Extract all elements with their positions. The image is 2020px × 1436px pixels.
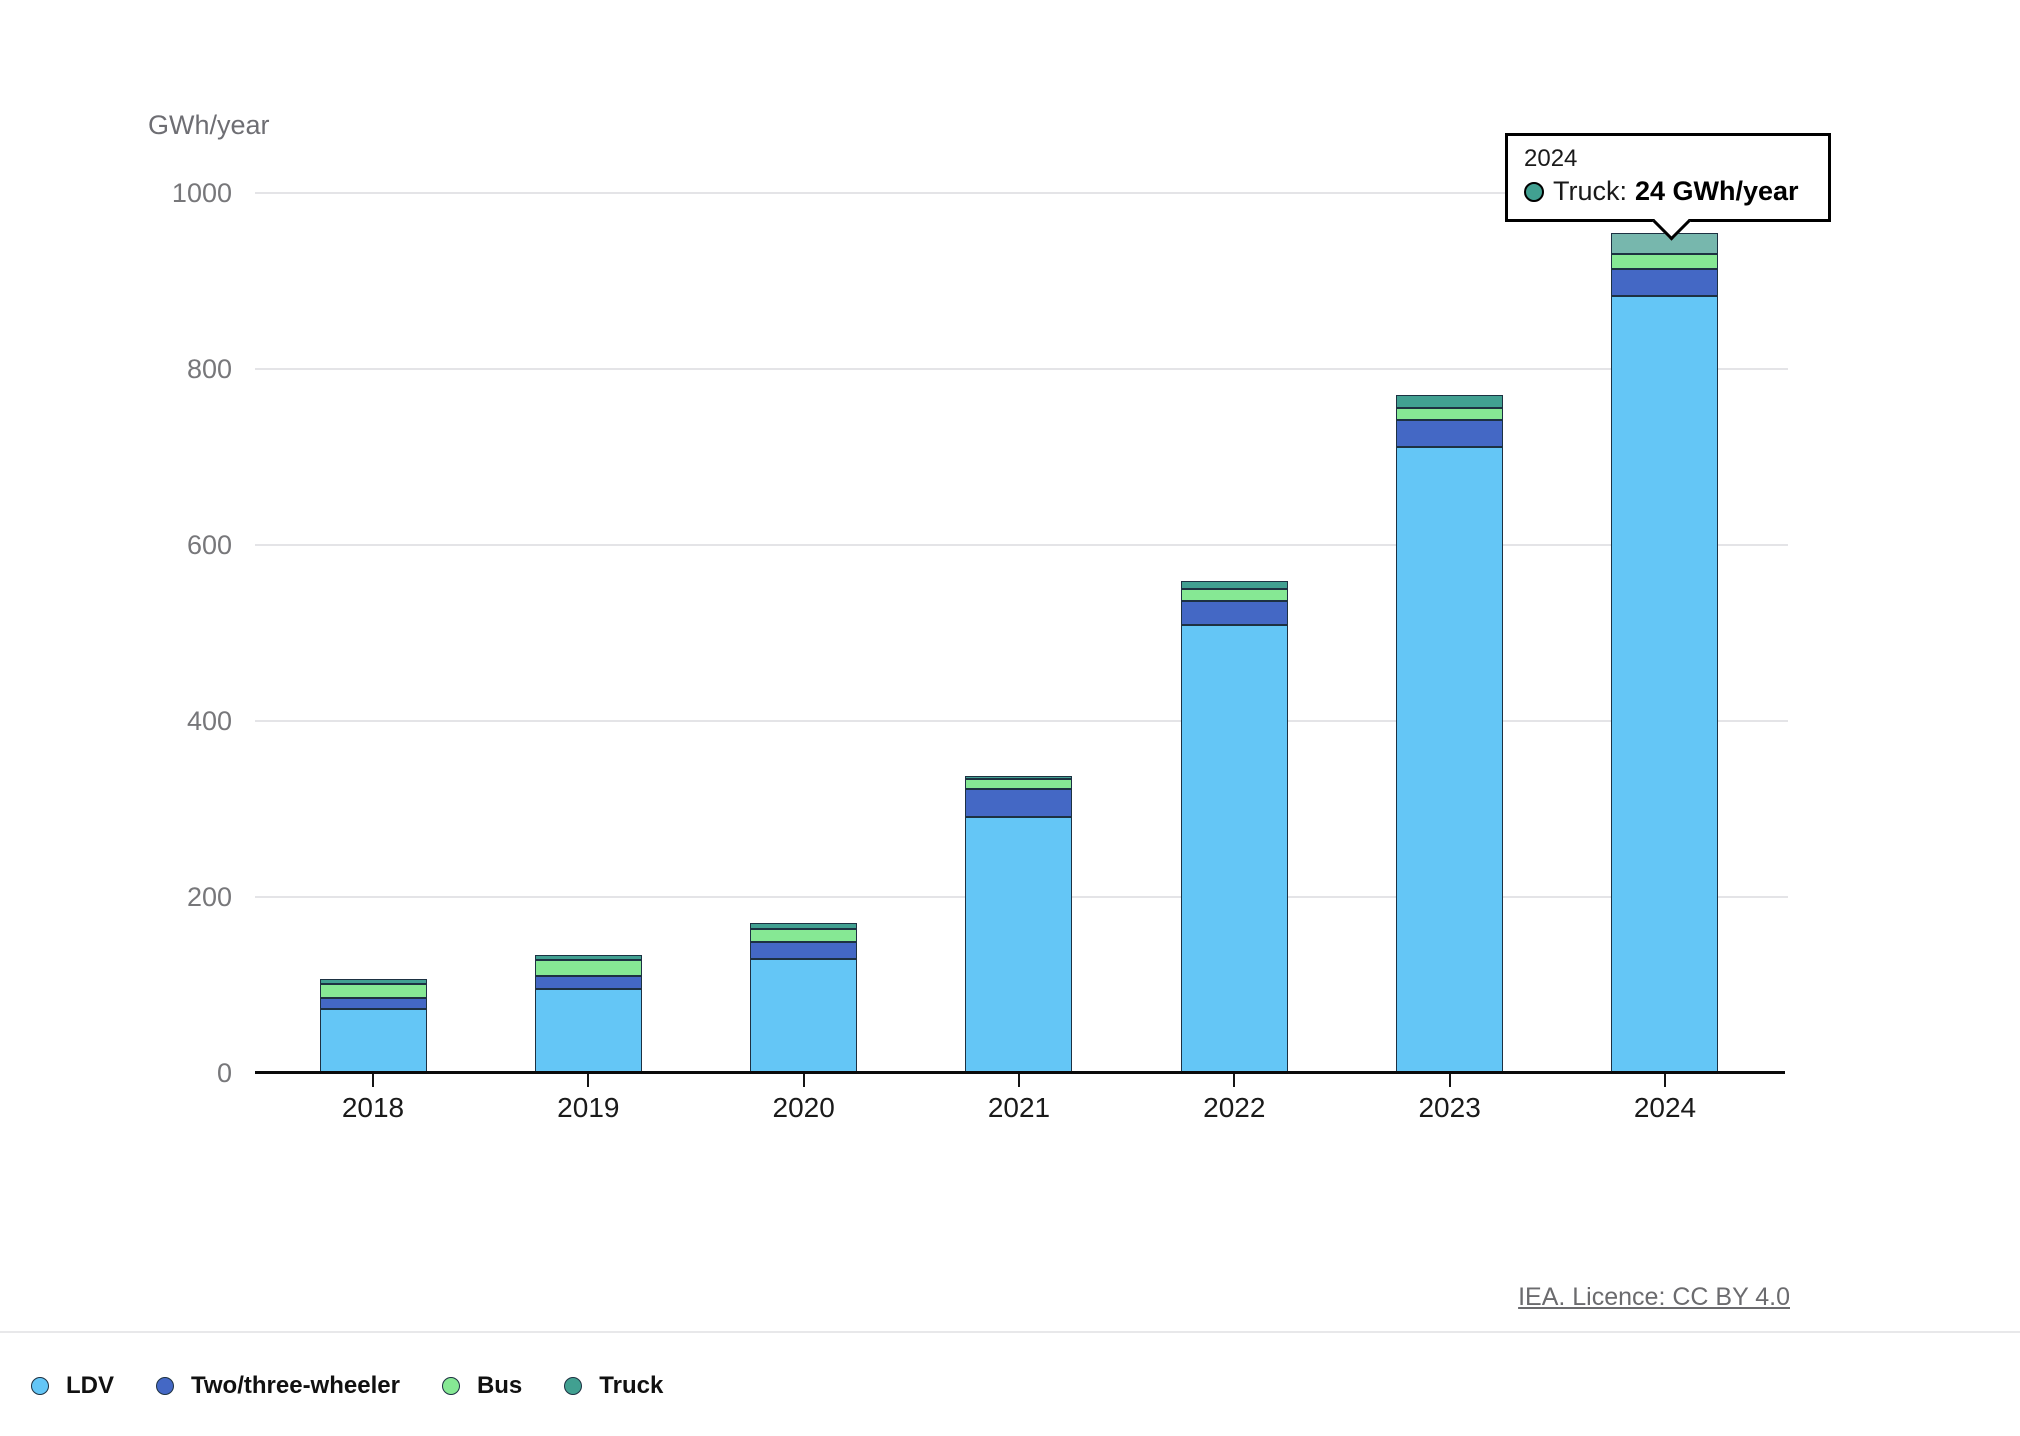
bar-2024-bus[interactable] [1611, 253, 1718, 269]
legend-label: Truck [599, 1372, 664, 1399]
x-tick-2021 [1017, 1073, 1020, 1087]
bar-2022-ldv[interactable] [1181, 625, 1288, 1073]
bar-2020-truck[interactable] [750, 923, 857, 929]
bar-2023-truck[interactable] [1396, 395, 1503, 408]
y-tick-label-0: 0 [216, 1058, 232, 1088]
bar-2021-ldv[interactable] [965, 816, 1072, 1073]
x-label-2018: 2018 [341, 1092, 405, 1123]
legend-item-bus[interactable]: Bus [441, 1372, 523, 1400]
bar-2023-ldv[interactable] [1396, 447, 1503, 1073]
bar-2023-bus[interactable] [1396, 407, 1503, 420]
bar-2022-two-three-wheeler[interactable] [1181, 601, 1288, 626]
bar-2018-truck[interactable] [320, 978, 427, 985]
bar-2024-two-three-wheeler[interactable] [1611, 268, 1718, 296]
y-tick-label-600: 600 [186, 530, 232, 560]
gridline-1000 [255, 192, 1788, 194]
bar-2024-ldv[interactable] [1611, 296, 1718, 1073]
tooltip: 2024 Truck: 24 GWh/year [1505, 133, 1831, 241]
bar-2020-two-three-wheeler[interactable] [750, 941, 857, 959]
x-label-2024: 2024 [1633, 1092, 1697, 1123]
ldv-legend-marker-icon [31, 1377, 49, 1395]
bar-2021-truck[interactable] [965, 775, 1072, 780]
bar-2019-bus[interactable] [535, 960, 642, 977]
y-tick-label-800: 800 [186, 354, 232, 384]
x-label-2020: 2020 [772, 1092, 835, 1123]
bar-2021-bus[interactable] [965, 779, 1072, 789]
y-tick-label-400: 400 [186, 706, 232, 736]
tooltip-value: 24 GWh/year [1635, 176, 1799, 206]
bar-2024-truck[interactable] [1611, 232, 1718, 254]
x-label-2023: 2023 [1418, 1092, 1481, 1123]
x-tick-2024 [1663, 1073, 1666, 1087]
bar-2020-bus[interactable] [750, 928, 857, 942]
legend-item-truck[interactable]: Truck [564, 1372, 663, 1400]
tooltip-series-label: Truck: [1553, 176, 1627, 206]
bar-2019-truck[interactable] [535, 955, 642, 961]
x-label-2019: 2019 [557, 1092, 620, 1123]
legend-label: LDV [66, 1372, 114, 1399]
x-tick-2023 [1448, 1073, 1451, 1087]
gridline-800 [255, 368, 1788, 370]
truck-legend-marker-icon [564, 1377, 583, 1395]
bar-2023-two-three-wheeler[interactable] [1396, 420, 1503, 448]
truck-series-marker-icon [1524, 181, 1544, 202]
licence-link[interactable]: IEA. Licence: CC BY 4.0 [1518, 1283, 1790, 1311]
y-axis-unit-label: GWh/year [148, 110, 270, 140]
bar-2018-bus[interactable] [320, 984, 427, 999]
x-tick-2019 [587, 1073, 590, 1087]
bar-2020-ldv[interactable] [750, 958, 857, 1073]
bar-2018-two-three-wheeler[interactable] [320, 998, 427, 1009]
gridline-600 [255, 544, 1788, 546]
x-axis-line [255, 1071, 1785, 1074]
bar-2022-truck[interactable] [1181, 581, 1288, 589]
y-tick-label-1000: 1000 [171, 178, 232, 208]
bar-2021-two-three-wheeler[interactable] [965, 788, 1072, 817]
tooltip-series-row: Truck: 24 GWh/year [1524, 176, 1812, 207]
x-tick-2018 [372, 1073, 374, 1087]
x-label-2021: 2021 [987, 1092, 1051, 1123]
two-three-wheeler-legend-marker-icon [156, 1377, 174, 1395]
legend-divider [0, 1331, 2020, 1333]
y-tick-label-200: 200 [186, 882, 232, 912]
legend-item-ldv[interactable]: LDV [31, 1372, 114, 1400]
x-tick-2022 [1233, 1073, 1236, 1087]
bar-2022-bus[interactable] [1181, 589, 1288, 602]
x-tick-2020 [802, 1073, 805, 1087]
bar-2019-two-three-wheeler[interactable] [535, 976, 642, 990]
bar-2019-ldv[interactable] [535, 989, 642, 1073]
bar-2018-ldv[interactable] [320, 1008, 427, 1073]
legend-label: Bus [476, 1372, 523, 1399]
legend: LDV Two/three-wheeler Bus Truck [31, 1372, 663, 1400]
legend-label: Two/three-wheeler [191, 1372, 400, 1399]
legend-item-two-three-wheeler[interactable]: Two/three-wheeler [156, 1372, 400, 1400]
bus-legend-marker-icon [441, 1377, 460, 1395]
gridline-400 [255, 720, 1788, 722]
x-label-2022: 2022 [1203, 1092, 1266, 1123]
tooltip-year: 2024 [1524, 145, 1578, 172]
